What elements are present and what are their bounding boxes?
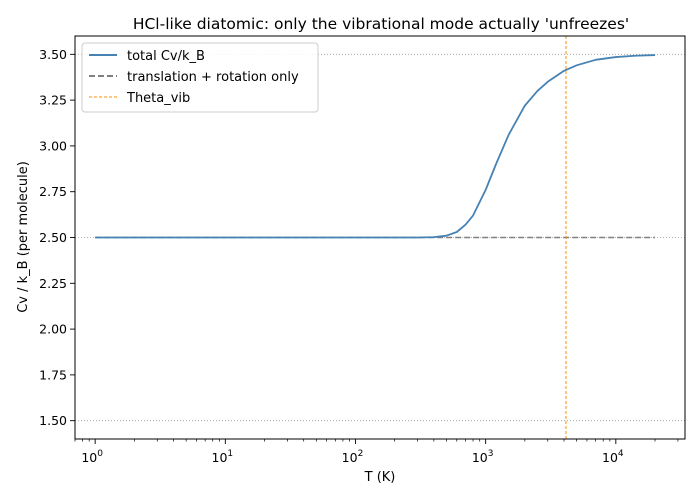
legend-label-total: total Cv/k_B <box>127 49 205 64</box>
y-tick-label: 2.50 <box>39 230 67 245</box>
x-axis: 100 101 102 103 104 <box>74 439 679 465</box>
legend: total Cv/k_B translation + rotation only… <box>81 42 319 113</box>
series-layer <box>95 36 656 439</box>
legend-entry-total: total Cv/k_B <box>89 49 205 64</box>
y-tick-label: 2.75 <box>39 184 67 199</box>
legend-label-trans-rot: translation + rotation only <box>127 70 299 85</box>
x-tick-label: 101 <box>212 449 234 465</box>
y-tick-label: 3.50 <box>39 47 67 62</box>
legend-entry-trans-rot: translation + rotation only <box>89 70 299 85</box>
x-tick-label: 102 <box>342 449 364 465</box>
y-tick-label: 3.00 <box>39 138 67 153</box>
legend-label-theta-vib: Theta_vib <box>126 91 190 106</box>
y-axis-label: Cv / k_B (per molecule) <box>16 161 31 313</box>
x-tick-label: 100 <box>81 449 103 465</box>
legend-box <box>81 42 319 113</box>
series-line-total-cv <box>95 54 656 239</box>
y-tick-label: 3.25 <box>39 93 67 108</box>
y-tick-label: 1.50 <box>39 413 67 428</box>
chart-title: HCl-like diatomic: only the vibrational … <box>133 15 629 33</box>
x-axis-label: T (K) <box>364 470 396 485</box>
y-axis: 1.50 1.75 2.00 2.25 2.50 2.75 3.00 3.25 3.50 <box>39 47 75 428</box>
x-tick-label: 104 <box>602 449 624 465</box>
legend-entry-theta-vib: Theta_vib <box>89 91 190 106</box>
y-tick-label: 2.25 <box>39 276 67 291</box>
y-tick-label: 2.00 <box>39 322 67 337</box>
y-tick-label: 1.75 <box>39 367 67 382</box>
x-tick-label: 103 <box>472 449 494 465</box>
